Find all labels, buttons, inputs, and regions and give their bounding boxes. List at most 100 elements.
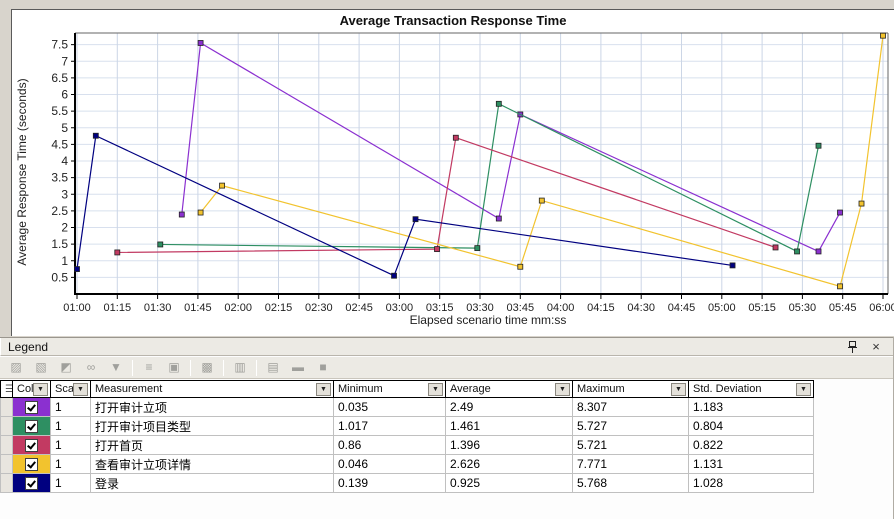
maximum-filter-dropdown[interactable]: ▼ [671, 383, 686, 396]
x-tick-label: 04:30 [627, 302, 655, 314]
column-header-average[interactable]: Average ▼ [446, 381, 573, 398]
x-tick-label: 02:30 [305, 302, 333, 314]
data-point-marker [815, 248, 822, 255]
data-point-marker [391, 272, 397, 279]
filter-by-selection-icon[interactable]: ▼ [110, 360, 122, 374]
measurement-filter-dropdown[interactable]: ▼ [316, 383, 331, 396]
x-tick-label: 06:00 [869, 302, 894, 314]
legend-table-row[interactable]: 1 打开审计项目类型 1.017 1.461 5.727 0.804 [0, 417, 814, 436]
column-header-maximum[interactable]: Maximum ▼ [573, 381, 689, 398]
row-selector[interactable] [1, 436, 13, 455]
minimum-cell: 1.017 [334, 417, 446, 436]
std-deviation-cell: 0.804 [689, 417, 814, 436]
data-point-marker [815, 142, 822, 149]
average-cell: 2.626 [446, 455, 573, 474]
y-tick-label: 4 [61, 154, 68, 168]
configure-measurements-icon[interactable]: ▩ [201, 360, 213, 374]
row-selector[interactable] [1, 455, 13, 474]
show-measurement-checkbox[interactable] [25, 438, 38, 452]
minimum-cell: 0.139 [334, 474, 446, 493]
row-selector[interactable] [1, 398, 13, 417]
maximum-cell: 5.721 [573, 436, 689, 455]
scale-filter-dropdown[interactable]: ▼ [73, 383, 88, 396]
y-tick-label: 2.5 [51, 204, 68, 218]
legend-table-row[interactable]: 1 打开首页 0.86 1.396 5.721 0.822 [0, 436, 814, 455]
std-deviation-filter-dropdown[interactable]: ▼ [796, 383, 811, 396]
color-filter-dropdown[interactable]: ▼ [33, 383, 48, 396]
measurement-color-swatch [13, 474, 51, 493]
x-tick-label: 01:30 [144, 302, 172, 314]
column-header-color[interactable]: Col ▼ [13, 381, 51, 398]
column-header-minimum[interactable]: Minimum ▼ [334, 381, 446, 398]
animate-line-icon[interactable]: ▬ [292, 360, 304, 374]
check-icon [27, 420, 36, 431]
y-tick-label: 2 [61, 221, 68, 235]
data-point-marker [837, 209, 843, 216]
row-selector[interactable] [1, 417, 13, 436]
measurement-color-swatch [13, 455, 51, 474]
break-down-icon[interactable]: ▤ [267, 360, 279, 374]
measurement-cell: 打开审计立项 [91, 398, 334, 417]
x-tick-label: 04:45 [668, 302, 696, 314]
legend-panel: Legend × ▨ ▧ ◩ ∞ ▼ ≡ ▣ ▩ ▥ ▤ ▬ ■ ☰ Col▼ Sca▼ Measur… [0, 337, 894, 519]
show-measurement-icon[interactable]: ▨ [10, 360, 22, 374]
legend-panel-title: Legend [8, 340, 49, 354]
scale-cell: 1 [51, 398, 91, 417]
sort-measurements-icon[interactable]: ≡ [145, 360, 153, 374]
toolbar-separator [132, 359, 133, 376]
raw-data-icon[interactable]: ■ [319, 360, 327, 374]
chart-canvas[interactable]: 0.5 1 1.5 2 2.5 3 3.5 4 4.5 5 5.5 6 6.5 7 7.5 01:00 01:1… [0, 0, 894, 336]
legend-table-row[interactable]: 1 登录 0.139 0.925 5.768 1.028 [0, 474, 814, 493]
x-tick-label: 02:45 [345, 302, 373, 314]
check-icon [27, 477, 36, 488]
legend-table-row[interactable]: 1 打开审计立项 0.035 2.49 8.307 1.183 [0, 398, 814, 417]
data-point-marker [794, 248, 800, 255]
data-point-marker [837, 283, 843, 290]
show-measurement-checkbox[interactable] [25, 400, 38, 414]
minimum-cell: 0.035 [334, 398, 446, 417]
hide-measurement-icon[interactable]: ▧ [35, 360, 47, 374]
data-point-marker [880, 32, 886, 39]
legend-table-body: 1 打开审计立项 0.035 2.49 8.307 1.183 1 打开审计项目… [0, 398, 814, 493]
minimum-filter-dropdown[interactable]: ▼ [428, 383, 443, 396]
show-measurement-checkbox[interactable] [25, 476, 38, 490]
data-point-marker [474, 245, 481, 252]
column-header-std-deviation[interactable]: Std. Deviation ▼ [689, 381, 814, 398]
y-tick-label: 3 [61, 187, 68, 201]
close-legend-button[interactable]: × [868, 339, 884, 354]
x-tick-label: 03:45 [507, 302, 535, 314]
x-tick-label: 05:00 [708, 302, 736, 314]
y-tick-label: 5.5 [51, 104, 68, 118]
data-point-marker [517, 263, 524, 270]
column-header-scale[interactable]: Sca ▼ [51, 381, 91, 398]
check-icon [27, 458, 36, 469]
legend-table-row[interactable]: 1 查看审计立项详情 0.046 2.626 7.771 1.131 [0, 455, 814, 474]
auto-hide-pin-button[interactable] [844, 339, 860, 354]
data-point-marker [452, 134, 459, 141]
check-icon [27, 401, 36, 412]
row-selector[interactable] [1, 474, 13, 493]
pin-icon [847, 340, 857, 353]
y-tick-label: 7 [61, 54, 68, 68]
column-header-measurement[interactable]: Measurement ▼ [91, 381, 334, 398]
average-filter-dropdown[interactable]: ▼ [555, 383, 570, 396]
duplicate-graph-icon[interactable]: ▣ [168, 360, 180, 374]
columns-icon[interactable]: ▥ [234, 360, 246, 374]
view-description-icon[interactable]: ∞ [86, 360, 96, 374]
y-tick-label: 6 [61, 88, 68, 102]
x-tick-label: 01:15 [104, 302, 132, 314]
x-tick-label: 05:30 [789, 302, 817, 314]
row-selector-header[interactable]: ☰ [1, 381, 13, 398]
legend-toolbar: ▨ ▧ ◩ ∞ ▼ ≡ ▣ ▩ ▥ ▤ ▬ ■ [0, 357, 894, 379]
data-point-marker [197, 40, 204, 46]
show-measurement-checkbox[interactable] [25, 419, 38, 433]
data-point-marker [74, 266, 80, 272]
measurement-color-swatch [13, 436, 51, 455]
show-only-selected-icon[interactable]: ◩ [60, 360, 72, 374]
y-tick-label: 5 [61, 121, 68, 135]
y-tick-label: 0.5 [51, 270, 68, 284]
show-measurement-checkbox[interactable] [25, 457, 38, 471]
y-tick-label: 7.5 [51, 38, 68, 52]
data-point-marker [178, 211, 185, 218]
std-deviation-cell: 1.183 [689, 398, 814, 417]
